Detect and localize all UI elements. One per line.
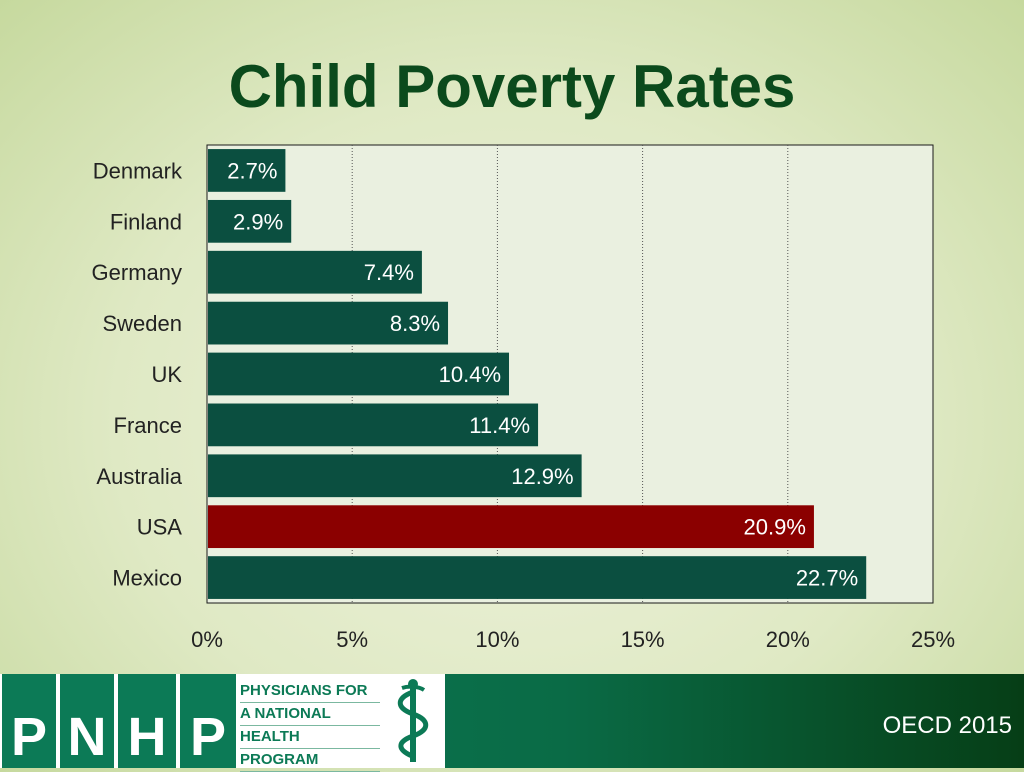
bar-chart: 0% 5% 10% 15% 20% 25% 2.7% Denmark 2.9% Finland 7.…: [92, 144, 955, 652]
footer-banner: P N H P PHYSICIANS FOR A NATIONAL HEALTH…: [0, 674, 1024, 772]
category-label: Sweden: [102, 311, 182, 336]
logo-letter: P: [2, 674, 56, 768]
bar: [208, 149, 286, 192]
category-label: USA: [137, 515, 183, 540]
data-label: 10.4%: [439, 362, 501, 387]
caduceus-icon: [397, 679, 429, 762]
category-label: Mexico: [112, 566, 182, 591]
x-tick-label: 0%: [191, 627, 223, 652]
data-label: 12.9%: [511, 464, 573, 489]
data-label: 20.9%: [744, 515, 806, 540]
bar: [208, 250, 422, 294]
data-label: 2.7%: [227, 158, 277, 183]
source-citation: OECD 2015: [882, 712, 1012, 739]
logo-word: PHYSICIANS FOR: [240, 680, 380, 703]
category-label: Australia: [96, 464, 182, 489]
bar: [208, 199, 292, 243]
x-tick-label: 5%: [336, 627, 368, 652]
data-label: 8.3%: [390, 311, 440, 336]
bar: [208, 403, 539, 447]
category-label: Germany: [92, 260, 182, 285]
category-label: UK: [151, 362, 182, 387]
logo-letter: H: [118, 674, 176, 768]
data-label: 7.4%: [364, 260, 414, 285]
x-tick-label: 15%: [621, 627, 665, 652]
category-label: France: [114, 413, 182, 438]
category-label: Denmark: [93, 158, 183, 183]
x-tick-label: 25%: [911, 627, 955, 652]
logo-word: HEALTH: [240, 726, 380, 749]
x-tick-label: 20%: [766, 627, 810, 652]
logo-word: PROGRAM: [240, 749, 380, 772]
logo-letter: P: [180, 674, 236, 768]
category-label: Finland: [110, 209, 182, 234]
bar: [208, 352, 510, 396]
data-label: 2.9%: [233, 209, 283, 234]
bar: [208, 556, 867, 599]
logo-wordmark: PHYSICIANS FOR A NATIONAL HEALTH PROGRAM: [240, 680, 380, 772]
bar: [208, 454, 582, 498]
logo-letter: N: [60, 674, 114, 768]
logo-word: A NATIONAL: [240, 703, 380, 726]
data-label: 11.4%: [469, 413, 530, 438]
pnhp-logo: P N H P PHYSICIANS FOR A NATIONAL HEALTH…: [0, 674, 445, 772]
x-tick-label: 10%: [475, 627, 519, 652]
bar: [208, 301, 449, 345]
data-label: 22.7%: [796, 566, 858, 591]
chart-title: Child Poverty Rates: [228, 53, 796, 120]
bar: [208, 505, 814, 549]
